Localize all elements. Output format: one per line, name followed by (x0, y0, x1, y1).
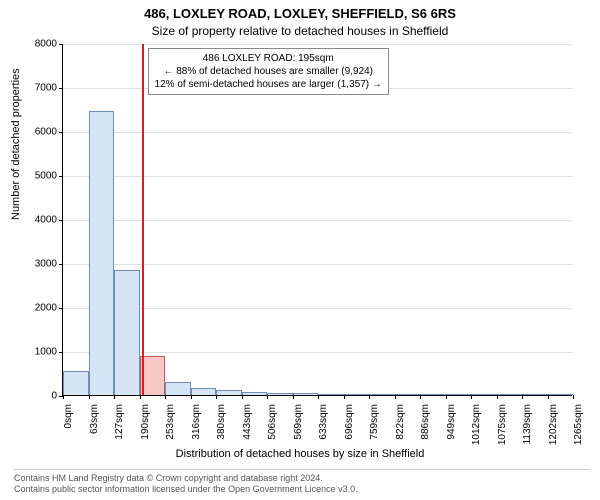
bar (242, 392, 268, 395)
bar (216, 390, 242, 395)
xtick-label: 1012sqm (471, 404, 482, 454)
gridline (63, 44, 572, 45)
chart-container: 486, LOXLEY ROAD, LOXLEY, SHEFFIELD, S6 … (0, 0, 600, 500)
footer-line1: Contains HM Land Registry data © Crown c… (14, 473, 590, 485)
xtick-label: 443sqm (242, 404, 253, 454)
annotation-box: 486 LOXLEY ROAD: 195sqm ← 88% of detache… (148, 48, 389, 95)
bar (446, 394, 472, 395)
xtick-label: 759sqm (369, 404, 380, 454)
xtick-mark (573, 395, 574, 399)
xtick-mark (420, 395, 421, 399)
ytick-mark (59, 220, 63, 221)
ytick-label: 0 (51, 391, 57, 402)
bar (395, 394, 421, 395)
xtick-label: 1139sqm (522, 404, 533, 454)
footer-attribution: Contains HM Land Registry data © Crown c… (14, 469, 590, 496)
y-axis-label: Number of detached properties (10, 68, 22, 220)
xtick-label: 1075sqm (497, 404, 508, 454)
xtick-label: 886sqm (420, 404, 431, 454)
bar (89, 111, 115, 395)
xtick-mark (165, 395, 166, 399)
bar (471, 394, 497, 395)
footer-line2: Contains public sector information licen… (14, 484, 590, 496)
xtick-label: 253sqm (165, 404, 176, 454)
xtick-label: 380sqm (216, 404, 227, 454)
ytick-mark (59, 88, 63, 89)
ytick-mark (59, 264, 63, 265)
ytick-mark (59, 308, 63, 309)
bar (114, 270, 140, 395)
xtick-label: 633sqm (318, 404, 329, 454)
bar (63, 371, 89, 395)
xtick-mark (114, 395, 115, 399)
ytick-label: 4000 (35, 215, 57, 226)
ytick-label: 7000 (35, 83, 57, 94)
bar (548, 394, 574, 395)
xtick-mark (497, 395, 498, 399)
bar (318, 394, 344, 395)
chart-title-sub: Size of property relative to detached ho… (0, 24, 600, 38)
x-axis-label: Distribution of detached houses by size … (0, 448, 600, 460)
xtick-mark (63, 395, 64, 399)
xtick-label: 127sqm (114, 404, 125, 454)
xtick-mark (242, 395, 243, 399)
ytick-label: 8000 (35, 39, 57, 50)
xtick-label: 1202sqm (548, 404, 559, 454)
bar (522, 394, 548, 395)
bar (497, 394, 523, 395)
marker-vertical-line (142, 44, 144, 395)
ytick-mark (59, 132, 63, 133)
ytick-mark (59, 44, 63, 45)
annotation-line1: 486 LOXLEY ROAD: 195sqm (155, 52, 382, 65)
bar (165, 382, 191, 395)
xtick-mark (318, 395, 319, 399)
bar (293, 393, 319, 395)
gridline (63, 264, 572, 265)
xtick-mark (548, 395, 549, 399)
ytick-mark (59, 352, 63, 353)
plot-area: 0100020003000400050006000700080000sqm63s… (62, 44, 572, 396)
ytick-label: 5000 (35, 171, 57, 182)
xtick-mark (369, 395, 370, 399)
bar (267, 393, 293, 395)
xtick-label: 569sqm (293, 404, 304, 454)
bar (191, 388, 217, 395)
xtick-mark (446, 395, 447, 399)
ytick-label: 3000 (35, 259, 57, 270)
xtick-label: 822sqm (395, 404, 406, 454)
chart-title-main: 486, LOXLEY ROAD, LOXLEY, SHEFFIELD, S6 … (0, 6, 600, 21)
xtick-label: 506sqm (267, 404, 278, 454)
xtick-label: 63sqm (89, 404, 100, 454)
xtick-mark (471, 395, 472, 399)
ytick-label: 1000 (35, 347, 57, 358)
ytick-label: 6000 (35, 127, 57, 138)
xtick-mark (89, 395, 90, 399)
xtick-mark (191, 395, 192, 399)
xtick-mark (522, 395, 523, 399)
xtick-mark (293, 395, 294, 399)
xtick-label: 949sqm (446, 404, 457, 454)
gridline (63, 176, 572, 177)
ytick-mark (59, 176, 63, 177)
xtick-label: 696sqm (344, 404, 355, 454)
xtick-label: 1265sqm (573, 404, 584, 454)
xtick-label: 190sqm (140, 404, 151, 454)
bar (344, 394, 370, 395)
ytick-label: 2000 (35, 303, 57, 314)
xtick-mark (395, 395, 396, 399)
gridline (63, 132, 572, 133)
annotation-line3: 12% of semi-detached houses are larger (… (155, 78, 382, 91)
xtick-mark (267, 395, 268, 399)
bar (369, 394, 395, 395)
gridline (63, 220, 572, 221)
xtick-mark (140, 395, 141, 399)
xtick-mark (344, 395, 345, 399)
xtick-label: 0sqm (63, 404, 74, 454)
xtick-mark (216, 395, 217, 399)
bar (420, 394, 446, 395)
xtick-label: 316sqm (191, 404, 202, 454)
annotation-line2: ← 88% of detached houses are smaller (9,… (155, 65, 382, 78)
